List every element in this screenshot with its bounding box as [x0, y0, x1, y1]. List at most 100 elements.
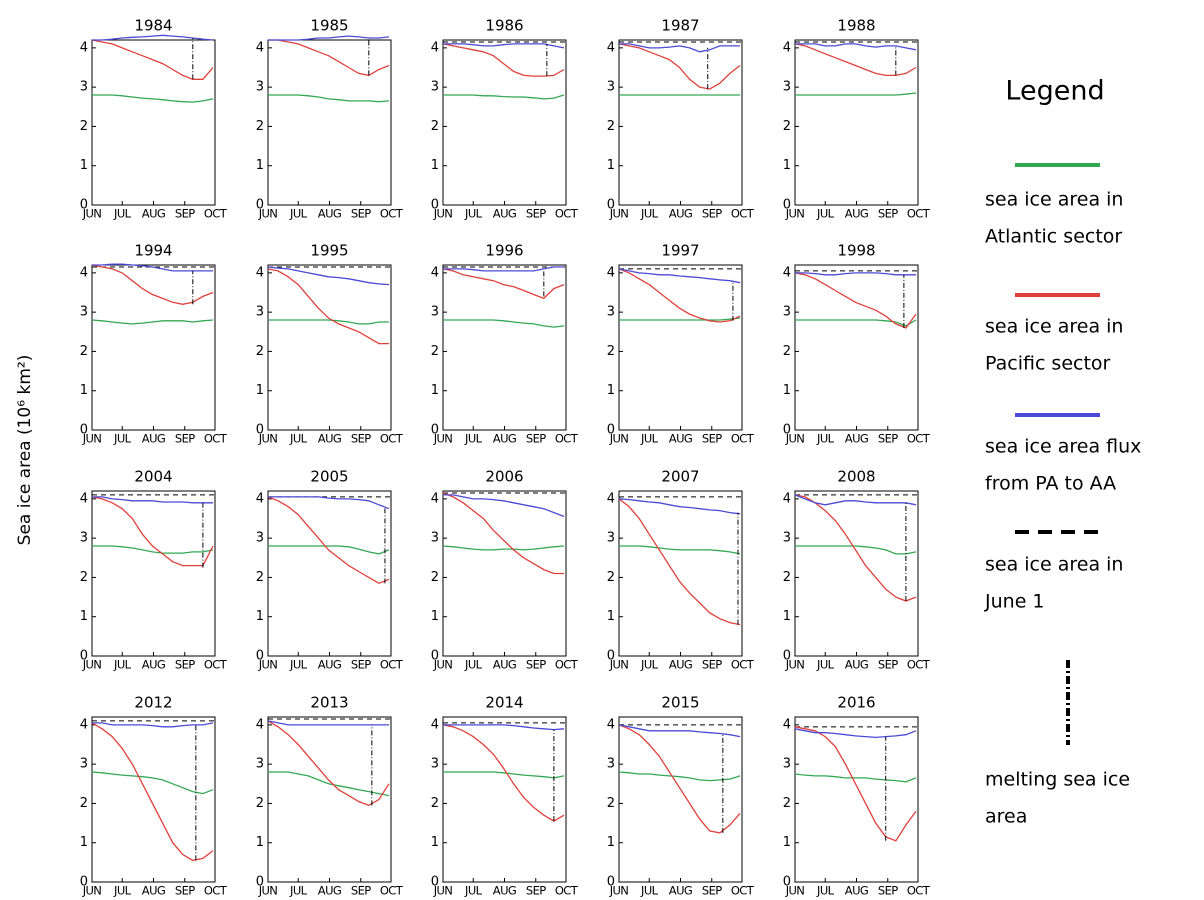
x-tick-label: JUN: [258, 432, 278, 446]
panel-title: 2012: [134, 694, 172, 712]
plot-frame: [794, 716, 919, 883]
y-tick-label: 1: [80, 835, 88, 850]
x-tick-label: JUL: [640, 207, 659, 221]
series-line: [795, 92, 917, 96]
x-tick-label: SEP: [702, 658, 722, 672]
y-tick-label: 4: [783, 265, 791, 280]
y-tick-label: 3: [783, 531, 791, 546]
panel-title: 2004: [134, 468, 172, 486]
x-tick-label: AUG: [669, 884, 692, 898]
panel-title: 2008: [837, 468, 875, 486]
y-tick-label: 1: [431, 383, 439, 398]
x-tick-label: JUN: [785, 884, 805, 898]
x-tick-label: AUG: [493, 207, 516, 221]
legend-label: sea ice area in: [985, 554, 1123, 576]
x-tick-label: JUN: [609, 658, 629, 672]
x-tick-label: JUN: [785, 432, 805, 446]
series-line: [794, 272, 917, 329]
x-tick-label: JUL: [464, 884, 483, 898]
series-line: [268, 35, 390, 41]
y-tick-label: 0: [783, 875, 791, 890]
x-tick-label: JUL: [289, 884, 308, 898]
legend-label: area: [985, 806, 1027, 828]
series-line: [618, 498, 741, 626]
x-tick-label: SEP: [351, 658, 371, 672]
series-line: [618, 724, 741, 834]
y-tick-label: 3: [431, 757, 439, 772]
x-tick-label: OCT: [555, 884, 579, 898]
plot-frame: [267, 490, 392, 657]
plot-frame: [618, 264, 743, 431]
y-tick-label: 4: [256, 491, 264, 506]
y-tick-label: 0: [607, 875, 615, 890]
y-tick-label: 1: [607, 609, 615, 624]
x-tick-label: JUL: [113, 658, 132, 672]
series-line: [91, 722, 214, 862]
y-tick-label: 3: [783, 305, 791, 320]
y-tick-label: 2: [256, 796, 264, 811]
x-tick-label: SEP: [878, 207, 898, 221]
y-tick-label: 3: [256, 757, 264, 772]
panel-title: 1997: [661, 242, 699, 260]
y-tick-label: 4: [783, 491, 791, 506]
x-tick-label: SEP: [175, 884, 195, 898]
x-tick-label: JUN: [433, 658, 453, 672]
y-tick-label: 4: [80, 40, 88, 55]
y-tick-label: 0: [80, 875, 88, 890]
y-tick-label: 3: [256, 80, 264, 95]
x-tick-label: JUN: [82, 658, 102, 672]
y-tick-label: 3: [607, 80, 615, 95]
x-tick-label: OCT: [555, 432, 579, 446]
y-tick-label: 4: [431, 717, 439, 732]
x-tick-label: SEP: [878, 658, 898, 672]
y-tick-label: 1: [80, 158, 88, 173]
series-line: [619, 317, 741, 321]
x-tick-label: SEP: [351, 884, 371, 898]
series-line: [92, 94, 214, 103]
x-tick-label: SEP: [526, 432, 546, 446]
y-tick-label: 4: [256, 265, 264, 280]
y-tick-label: 0: [607, 423, 615, 438]
y-tick-label: 3: [80, 757, 88, 772]
y-tick-label: 1: [256, 383, 264, 398]
x-tick-label: JUL: [464, 658, 483, 672]
series-line: [619, 43, 740, 53]
panel-title: 1984: [134, 17, 172, 35]
y-tick-label: 2: [80, 119, 88, 134]
series-line: [443, 494, 565, 518]
y-tick-label: 0: [783, 198, 791, 213]
y-tick-label: 4: [607, 40, 615, 55]
y-tick-label: 1: [256, 609, 264, 624]
x-tick-label: JUN: [258, 884, 278, 898]
x-tick-label: JUN: [785, 207, 805, 221]
x-tick-label: JUN: [609, 207, 629, 221]
y-tick-label: 1: [607, 158, 615, 173]
y-tick-label: 2: [783, 570, 791, 585]
y-tick-label: 3: [80, 305, 88, 320]
x-tick-label: OCT: [731, 207, 755, 221]
y-tick-label: 0: [607, 649, 615, 664]
x-tick-label: AUG: [493, 658, 516, 672]
y-tick-label: 0: [431, 649, 439, 664]
y-tick-label: 2: [783, 796, 791, 811]
x-tick-label: JUN: [433, 884, 453, 898]
legend-label: from PA to AA: [985, 473, 1116, 495]
y-tick-label: 0: [431, 423, 439, 438]
y-tick-label: 0: [607, 198, 615, 213]
x-tick-label: SEP: [175, 432, 195, 446]
x-tick-label: SEP: [526, 884, 546, 898]
x-tick-label: SEP: [702, 432, 722, 446]
series-line: [443, 94, 565, 100]
panel-title: 2006: [485, 468, 523, 486]
series-line: [618, 268, 741, 323]
plot-frame: [618, 39, 743, 206]
y-tick-label: 2: [607, 344, 615, 359]
y-tick-label: 3: [80, 80, 88, 95]
x-tick-label: JUL: [464, 207, 483, 221]
series-line: [795, 319, 917, 327]
x-tick-label: OCT: [907, 432, 931, 446]
plot-frame: [618, 716, 743, 883]
series-line: [268, 39, 390, 77]
series-line: [92, 496, 213, 504]
panel-title: 2015: [661, 694, 699, 712]
